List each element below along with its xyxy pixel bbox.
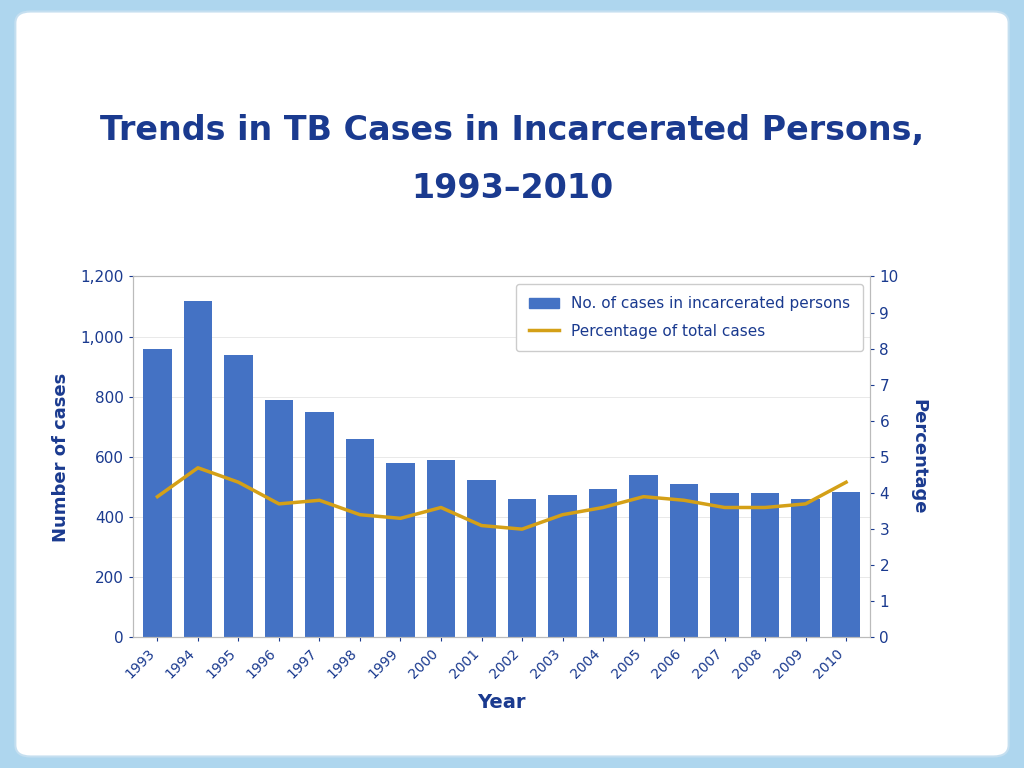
FancyBboxPatch shape bbox=[15, 12, 1009, 756]
Percentage of total cases bbox=[597, 503, 609, 512]
Bar bbox=[711, 493, 738, 637]
Bar bbox=[467, 479, 496, 637]
Percentage of total cases bbox=[394, 514, 407, 523]
Bar bbox=[143, 349, 172, 637]
Percentage of total cases bbox=[191, 463, 204, 472]
Percentage of total cases bbox=[313, 495, 326, 505]
Percentage of total cases bbox=[516, 525, 528, 534]
Percentage of total cases bbox=[272, 499, 285, 508]
Bar bbox=[386, 463, 415, 637]
Bar bbox=[792, 499, 820, 637]
Percentage of total cases bbox=[678, 495, 690, 505]
Percentage of total cases bbox=[719, 503, 731, 512]
Bar bbox=[630, 475, 657, 637]
Bar bbox=[183, 300, 212, 637]
Legend: No. of cases in incarcerated persons, Percentage of total cases: No. of cases in incarcerated persons, Pe… bbox=[516, 284, 863, 351]
Text: Trends in TB Cases in Incarcerated Persons,: Trends in TB Cases in Incarcerated Perso… bbox=[100, 114, 924, 147]
Percentage of total cases bbox=[152, 492, 164, 502]
Bar bbox=[427, 460, 456, 637]
Percentage of total cases bbox=[556, 510, 568, 519]
Bar bbox=[670, 484, 698, 637]
Percentage of total cases bbox=[759, 503, 771, 512]
Bar bbox=[589, 488, 617, 637]
Percentage of total cases bbox=[354, 510, 367, 519]
Bar bbox=[346, 439, 374, 637]
Bar bbox=[831, 492, 860, 637]
Percentage of total cases bbox=[435, 503, 447, 512]
Bar bbox=[548, 495, 577, 637]
Y-axis label: Percentage: Percentage bbox=[909, 399, 928, 515]
Bar bbox=[751, 493, 779, 637]
Bar bbox=[224, 355, 253, 637]
Percentage of total cases bbox=[475, 521, 487, 530]
Percentage of total cases bbox=[840, 478, 852, 487]
Bar bbox=[265, 400, 293, 637]
Bar bbox=[305, 412, 334, 637]
Text: 1993–2010: 1993–2010 bbox=[411, 172, 613, 204]
Y-axis label: Number of cases: Number of cases bbox=[51, 372, 70, 541]
Percentage of total cases bbox=[637, 492, 649, 502]
Line: Percentage of total cases: Percentage of total cases bbox=[158, 468, 846, 529]
X-axis label: Year: Year bbox=[477, 693, 526, 712]
Percentage of total cases bbox=[232, 478, 245, 487]
Percentage of total cases bbox=[800, 499, 812, 508]
Bar bbox=[508, 499, 537, 637]
